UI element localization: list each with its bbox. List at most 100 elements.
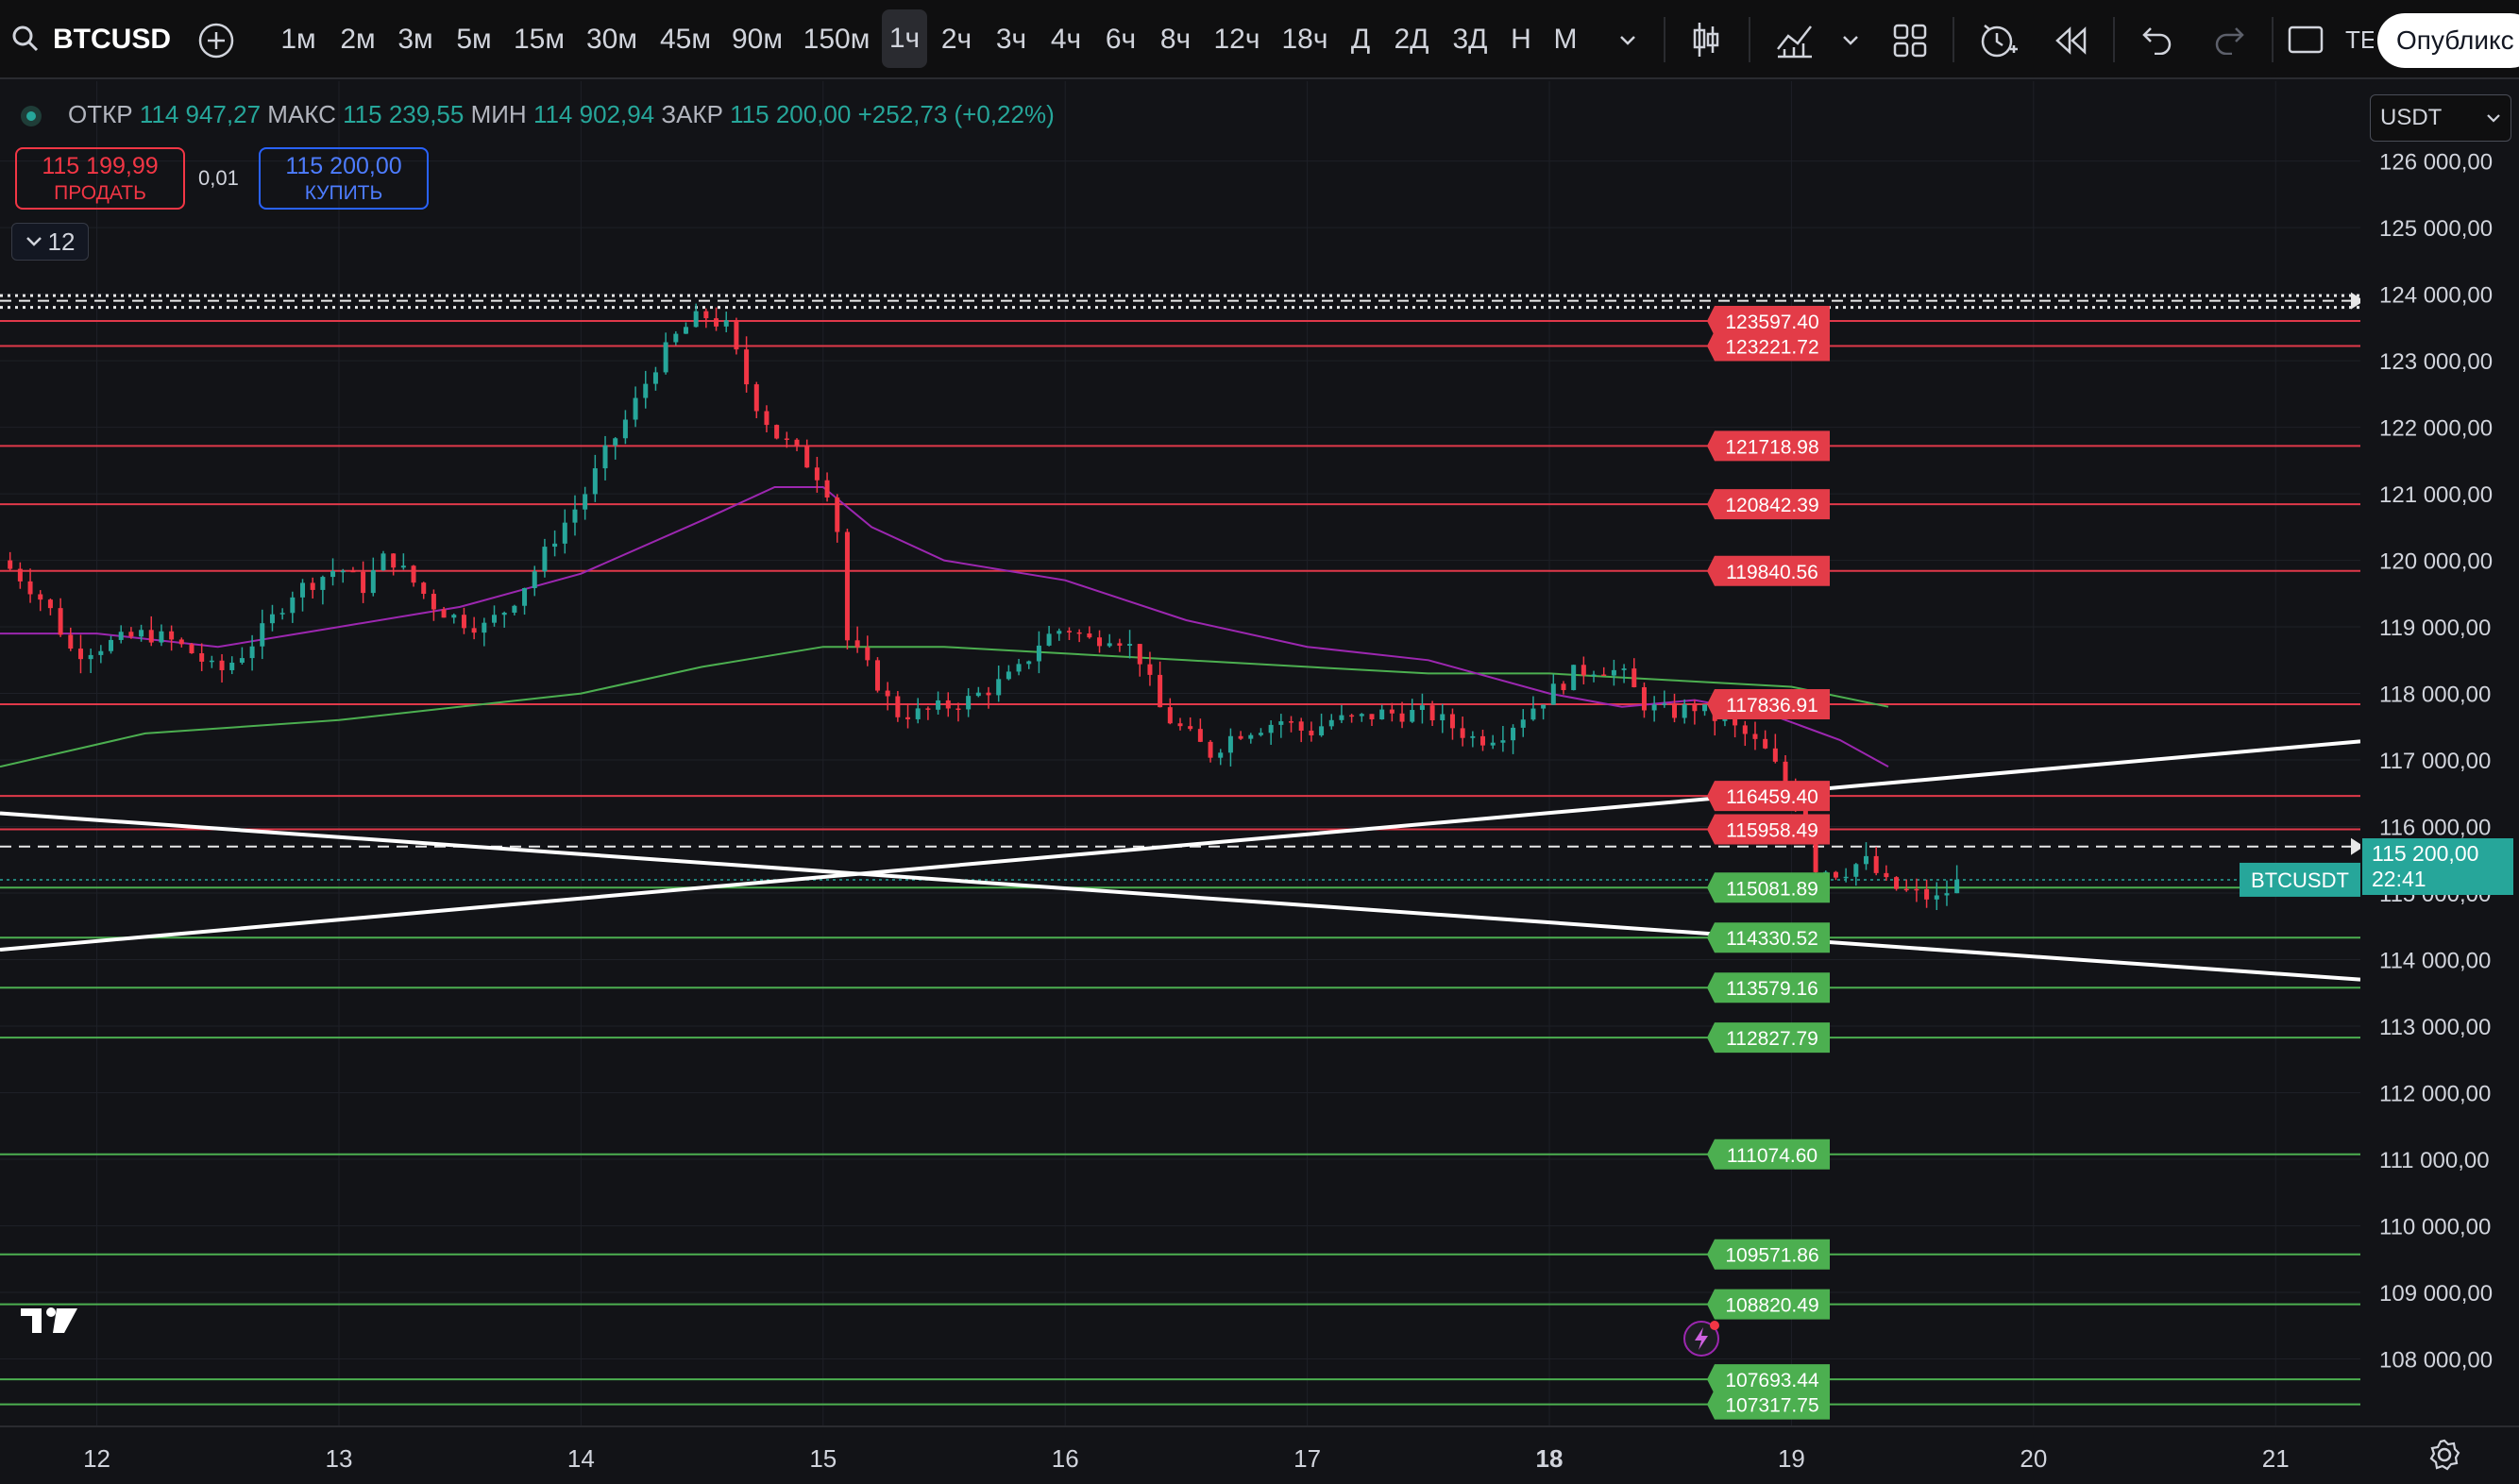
interval-19[interactable]: 3Д <box>1452 24 1488 55</box>
resistance-badge-2[interactable] <box>1707 430 1830 462</box>
lightning-icon[interactable] <box>1682 1318 1722 1358</box>
support-badge-2[interactable] <box>1707 972 1830 1003</box>
candle-body-120 <box>1218 752 1224 758</box>
price-axis[interactable]: 126 000,00 125 000,00 124 000,00 123 000,00… <box>2360 81 2519 1425</box>
candle-body-142 <box>1440 714 1445 721</box>
candle-body-164 <box>1662 703 1667 705</box>
resistance-badge-1[interactable] <box>1707 330 1830 362</box>
support-badge-4[interactable] <box>1707 1138 1830 1170</box>
interval-5[interactable]: 30м <box>586 24 637 55</box>
candle-body-117 <box>1188 726 1193 730</box>
support-badge-5[interactable] <box>1707 1239 1830 1270</box>
interval-13[interactable]: 6ч <box>1105 24 1137 55</box>
replay-icon[interactable] <box>2054 26 2088 55</box>
interval-14[interactable]: 8ч <box>1159 24 1192 55</box>
candle-body-101 <box>1026 661 1032 665</box>
price-chart[interactable]: 123597.40 123221.72 121718.98 120842.39 1198… <box>0 81 2360 1425</box>
search-icon[interactable] <box>11 25 40 53</box>
candle-body-89 <box>905 717 911 719</box>
undo-icon[interactable] <box>2141 25 2173 55</box>
interval-7[interactable]: 90м <box>732 24 783 55</box>
interval-12[interactable]: 4ч <box>1050 24 1082 55</box>
interval-9[interactable]: 1ч <box>882 9 927 68</box>
indicators-collapse-button[interactable]: 12 <box>11 223 89 261</box>
fullscreen-icon[interactable] <box>2287 25 2325 55</box>
y-tick-5: 121 000,00 <box>2379 482 2493 508</box>
candle-body-153 <box>1550 683 1556 705</box>
interval-20[interactable]: Н <box>1511 24 1531 55</box>
resistance-badge-7[interactable] <box>1707 814 1830 845</box>
layout-grid-icon[interactable] <box>1892 23 1928 59</box>
candle-body-8 <box>88 654 93 660</box>
trendline-0[interactable] <box>0 739 2360 952</box>
interval-16[interactable]: 18ч <box>1281 24 1328 55</box>
trendline-1[interactable] <box>0 811 2360 982</box>
candle-body-190 <box>1924 888 1930 900</box>
candles-icon[interactable] <box>1690 21 1722 59</box>
resistance-badge-4[interactable] <box>1707 555 1830 586</box>
support-badge-7[interactable] <box>1707 1364 1830 1395</box>
horizontal-levels <box>0 292 2360 1406</box>
resistance-label-3: 120842.39 <box>1725 495 1818 516</box>
support-badge-0[interactable] <box>1707 872 1830 903</box>
candle-body-4 <box>47 599 53 609</box>
interval-15[interactable]: 12ч <box>1213 24 1260 55</box>
interval-dropdown-icon[interactable] <box>1616 28 1639 51</box>
candle-body-136 <box>1379 709 1385 720</box>
candle-body-50 <box>512 605 517 614</box>
alert-clock-icon[interactable] <box>1979 21 2019 60</box>
indicators-icon[interactable] <box>1775 21 1815 59</box>
interval-11[interactable]: 3ч <box>995 24 1027 55</box>
interval-18[interactable]: 2Д <box>1394 24 1429 55</box>
time-axis[interactable] <box>0 1425 2519 1484</box>
resistance-badge-5[interactable] <box>1707 689 1830 720</box>
candles <box>8 303 1960 910</box>
candle-body-35 <box>361 571 366 594</box>
interval-6[interactable]: 45м <box>660 24 711 55</box>
indicators-dropdown-icon[interactable] <box>1839 28 1862 51</box>
support-badge-8[interactable] <box>1707 1389 1830 1420</box>
interval-4[interactable]: 15м <box>514 24 565 55</box>
interval-0[interactable]: 1м <box>280 24 316 55</box>
candle-body-176 <box>1783 761 1788 784</box>
resistance-badge-3[interactable] <box>1707 489 1830 520</box>
candle-body-166 <box>1682 704 1687 718</box>
candle-body-60 <box>613 438 618 446</box>
interval-17[interactable]: Д <box>1350 24 1371 55</box>
resistance-badge-6[interactable] <box>1707 781 1830 812</box>
candle-body-109 <box>1107 643 1112 647</box>
candle-body-45 <box>461 615 466 629</box>
settings-gear-icon[interactable] <box>2428 1439 2460 1471</box>
currency-select[interactable]: USDT <box>2370 94 2511 142</box>
symbol-name[interactable]: BTCUSD <box>53 24 171 55</box>
candle-body-29 <box>300 582 306 598</box>
resistance-badge-0[interactable] <box>1707 305 1830 336</box>
interval-2[interactable]: 3м <box>397 24 433 55</box>
candle-body-151 <box>1530 708 1536 720</box>
sell-button[interactable]: 115 199,99 ПРОДАТЬ <box>15 147 185 210</box>
candle-body-100 <box>1016 664 1022 672</box>
candle-body-26 <box>269 614 275 624</box>
status-dot[interactable] <box>21 106 42 127</box>
y-tick-15: 111 000,00 <box>2379 1148 2490 1173</box>
interval-1[interactable]: 2м <box>340 24 376 55</box>
candle-body-158 <box>1601 674 1607 677</box>
candle-body-130 <box>1319 726 1325 735</box>
candle-body-85 <box>865 647 871 661</box>
redo-icon[interactable] <box>2213 25 2245 55</box>
interval-10[interactable]: 2ч <box>940 24 972 55</box>
candle-body-55 <box>562 522 567 544</box>
publish-button[interactable]: Опубликс <box>2377 13 2519 68</box>
buy-button[interactable]: 115 200,00 КУПИТЬ <box>259 147 429 210</box>
x-tick-9: 21 <box>2261 1444 2290 1473</box>
x-tick-7: 19 <box>1777 1444 1805 1473</box>
support-badge-1[interactable] <box>1707 922 1830 953</box>
support-badge-3[interactable] <box>1707 1022 1830 1054</box>
candle-body-174 <box>1763 738 1768 749</box>
interval-3[interactable]: 5м <box>456 24 492 55</box>
interval-21[interactable]: М <box>1553 24 1578 55</box>
add-symbol-icon[interactable] <box>198 23 234 59</box>
support-badge-6[interactable] <box>1707 1289 1830 1320</box>
interval-8[interactable]: 150м <box>803 24 871 55</box>
high-value: 115 239,55 <box>343 100 465 128</box>
